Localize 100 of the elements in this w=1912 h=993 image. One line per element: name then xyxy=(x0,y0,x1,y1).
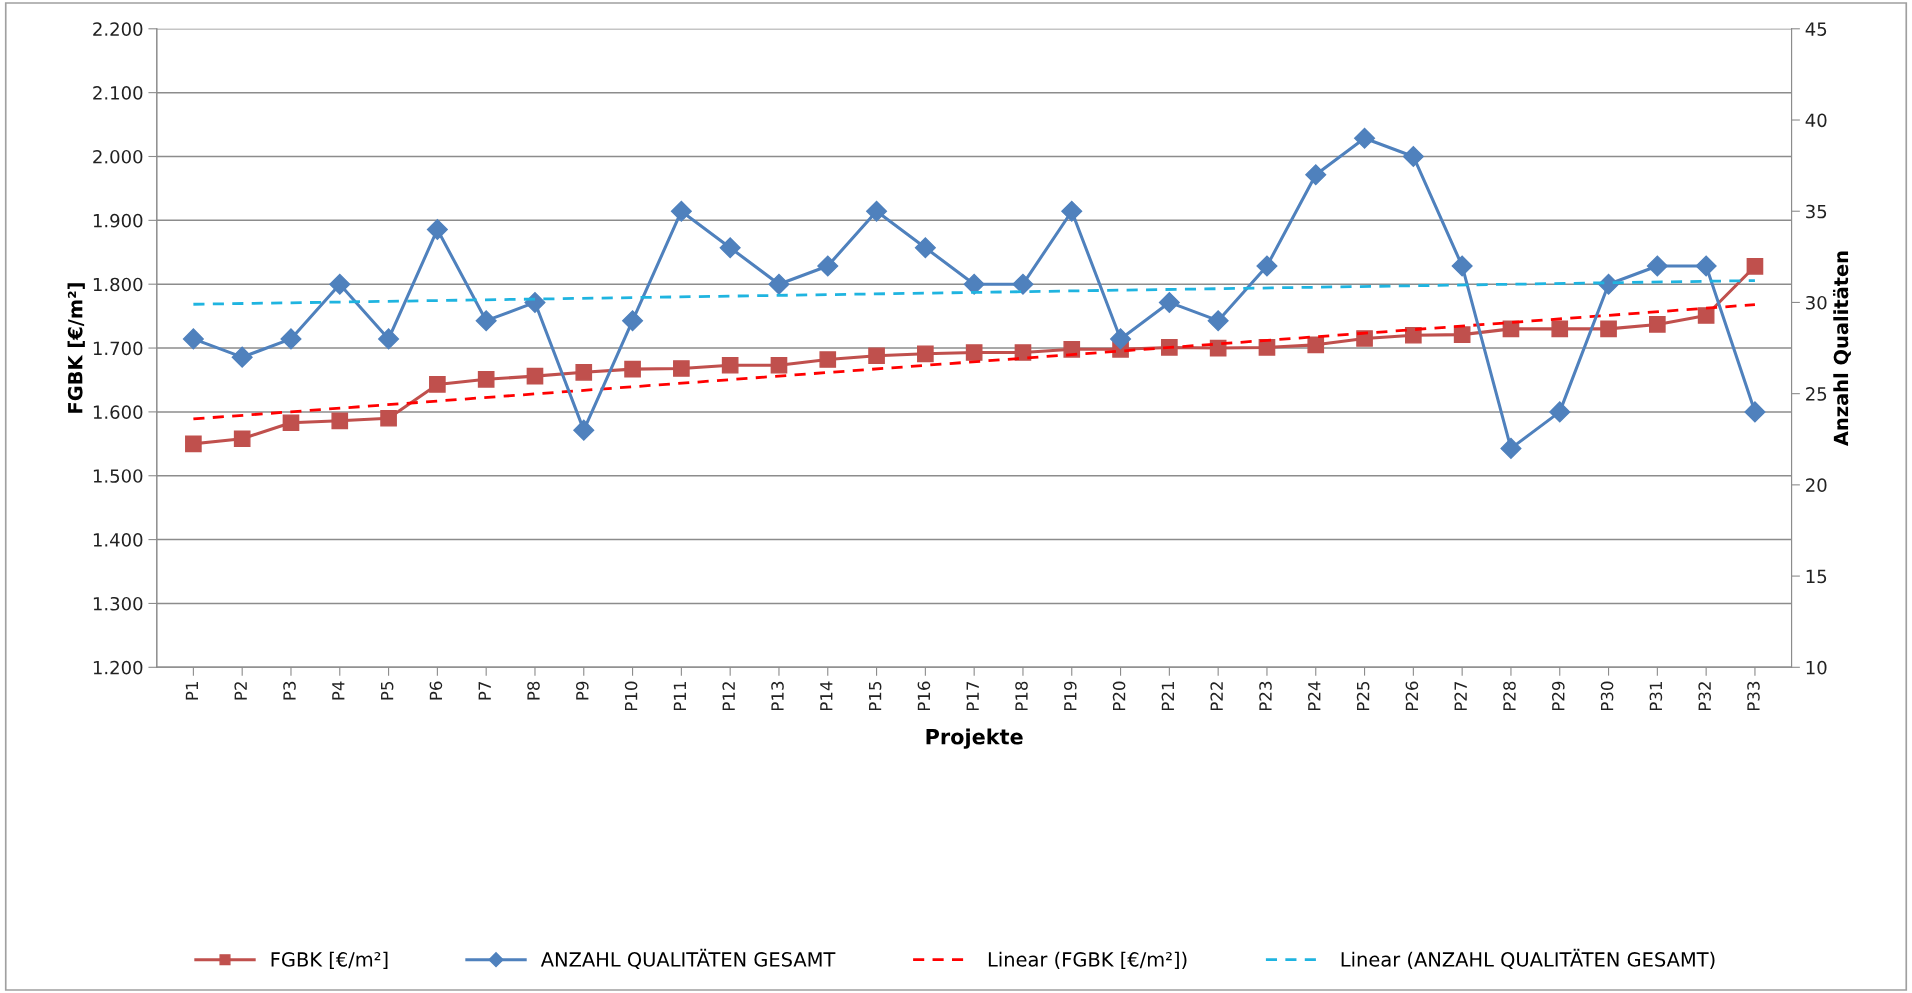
x-tick-label: P4 xyxy=(332,681,345,700)
x-tick-label: P27 xyxy=(1454,681,1467,711)
y2-tick-label: 30 xyxy=(1806,295,1827,310)
point xyxy=(573,419,595,441)
point xyxy=(866,200,888,222)
x-tick-label: P10 xyxy=(624,681,638,711)
point xyxy=(1744,401,1766,423)
point xyxy=(768,273,790,295)
x-tick-label: P3 xyxy=(283,681,296,700)
point xyxy=(1453,326,1471,343)
point xyxy=(1600,320,1617,338)
legend-label: FGBK [€/m²] xyxy=(271,951,388,970)
y-tick-label: 1.800 xyxy=(93,277,143,292)
x-tick-label: P7 xyxy=(478,681,491,700)
x-tick-label: P19 xyxy=(1063,681,1077,711)
point xyxy=(817,255,839,277)
x-tick-label: P11 xyxy=(673,682,686,711)
point xyxy=(965,344,983,361)
point xyxy=(1256,255,1278,277)
x-tick-label: P9 xyxy=(576,681,589,700)
point xyxy=(1500,437,1522,459)
y-axis-title: FGBK [€/m²] xyxy=(67,283,85,413)
point xyxy=(1061,200,1083,222)
point xyxy=(475,310,497,332)
point xyxy=(1649,316,1666,333)
point xyxy=(1695,255,1717,277)
point xyxy=(1110,328,1132,350)
point xyxy=(231,346,253,368)
point xyxy=(770,356,788,374)
point xyxy=(673,360,690,377)
point xyxy=(429,376,446,393)
point xyxy=(670,200,692,222)
x-tick-label: P2 xyxy=(234,682,247,700)
x-axis-title: Projekte xyxy=(926,728,1023,749)
point xyxy=(185,435,202,453)
y2-tick-label: 40 xyxy=(1805,113,1827,128)
y2-axis-title: Anzahl Qualitäten xyxy=(1833,251,1851,447)
point xyxy=(329,273,351,295)
point xyxy=(963,273,985,295)
point xyxy=(182,328,204,350)
x-tick-label: P13 xyxy=(771,681,784,711)
point xyxy=(280,328,302,350)
point xyxy=(1354,127,1376,149)
point xyxy=(378,328,400,350)
point xyxy=(1697,307,1715,324)
point xyxy=(1549,401,1571,423)
y2-tick-label: 20 xyxy=(1806,478,1827,492)
y-tick-label: 2.200 xyxy=(93,22,143,36)
x-tick-label: P6 xyxy=(429,681,443,700)
y2-tick-label: 25 xyxy=(1806,387,1827,401)
y-tick-label: 1.500 xyxy=(93,469,143,483)
x-tick-label: P25 xyxy=(1356,681,1370,711)
x-tick-label: P28 xyxy=(1503,681,1516,711)
point xyxy=(719,237,741,259)
point xyxy=(1158,291,1180,313)
point xyxy=(819,351,837,368)
x-tick-label: P33 xyxy=(1747,681,1760,711)
point xyxy=(380,409,397,427)
y-tick-label: 1.400 xyxy=(93,533,143,547)
point xyxy=(868,347,885,365)
point xyxy=(282,414,300,432)
y-tick-label: 1.600 xyxy=(93,405,143,420)
y-tick-label: 1.300 xyxy=(93,596,143,611)
x-tick-label: P17 xyxy=(966,681,979,711)
x-tick-label: P1 xyxy=(185,682,198,700)
y2-tick-label: 10 xyxy=(1806,660,1827,675)
x-tick-label: P26 xyxy=(1405,681,1419,711)
point xyxy=(917,345,934,363)
point xyxy=(526,367,544,385)
x-tick-label: P22 xyxy=(1210,682,1223,711)
y2-tick-label: 45 xyxy=(1805,22,1827,36)
x-tick-label: P12 xyxy=(722,682,735,711)
x-tick-label: P31 xyxy=(1649,682,1663,711)
x-tick-label: P18 xyxy=(1015,681,1028,711)
point xyxy=(622,310,644,332)
point xyxy=(721,356,739,374)
y-tick-label: 1.700 xyxy=(93,341,143,356)
x-tick-label: P23 xyxy=(1259,681,1272,711)
point xyxy=(1012,273,1034,295)
point xyxy=(1014,344,1032,361)
point xyxy=(1402,145,1424,168)
legend-label: Linear (ANZAHL QUALITÄTEN GESAMT) xyxy=(1341,948,1715,970)
x-tick-label: P16 xyxy=(917,681,931,711)
point xyxy=(233,430,251,448)
point xyxy=(477,370,495,388)
x-tick-label: P21 xyxy=(1161,682,1174,711)
point xyxy=(331,412,349,430)
point xyxy=(575,363,593,381)
point xyxy=(1207,310,1229,332)
point xyxy=(914,237,936,259)
x-tick-label: P32 xyxy=(1698,682,1711,711)
point xyxy=(426,218,448,240)
point xyxy=(1307,336,1325,354)
x-tick-label: P20 xyxy=(1112,681,1126,711)
point xyxy=(1305,164,1327,186)
point xyxy=(1746,257,1764,275)
point xyxy=(1646,255,1668,277)
y2-tick-label: 35 xyxy=(1806,204,1827,219)
x-tick-label: P30 xyxy=(1600,681,1614,711)
x-tick-label: P15 xyxy=(869,681,882,711)
